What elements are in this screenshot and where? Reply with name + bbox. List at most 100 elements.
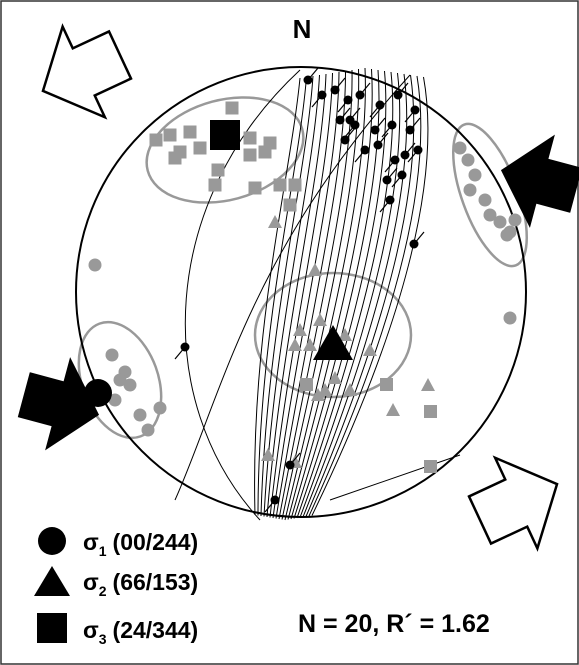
extension-arrow-nw [41,23,133,120]
slip-arrow [369,104,381,118]
slip-arrow [311,94,323,108]
gray-square [168,151,182,165]
great-circle [184,69,301,521]
gray-square [380,378,393,391]
gray-triangle [318,383,332,396]
slip-arrow [374,117,386,131]
compression-arrow-e [500,134,579,228]
gray-pole [483,208,497,222]
slip-arrow [339,107,351,121]
slip-arrow [384,159,396,173]
great-circle [287,68,373,520]
gray-square [263,136,277,150]
gray-square [149,133,163,147]
legend-subscript: 3 [99,631,107,647]
slip-arrow [264,499,276,513]
slip-arrow [381,124,393,138]
gray-pole [461,153,475,167]
primitive-circle [75,66,527,518]
great-circle [293,70,387,519]
great-circle [311,76,429,516]
great-circles [174,67,461,521]
gray-square [243,131,257,145]
slip-arrow [379,199,391,213]
stress-arrows [17,23,579,552]
gray-pole [113,373,127,387]
gray-square [248,181,262,195]
gray-square [300,378,313,391]
gray-triangle [293,323,307,336]
great-circle [174,74,411,501]
great-circle [305,74,415,517]
legend-subscript: 1 [99,543,107,559]
gray-triangle [313,313,327,326]
great-circle [266,73,327,518]
legend-orientation: (00/244) [113,529,199,555]
legend-orientation: (66/153) [113,569,199,595]
gray-square [163,128,177,142]
great-circle [263,74,320,517]
poles [88,67,522,513]
gray-pole [133,408,147,422]
compression-arrow-w [17,357,100,451]
great-circle [284,67,366,521]
gray-square [183,125,197,139]
gray-square [283,198,297,212]
gray-square [288,178,302,192]
gray-pole [105,348,119,362]
sigma2-symbol [313,325,353,360]
slip-arrow [344,127,356,141]
gray-triangle [338,328,352,341]
legend-label: σ3 (24/344) [83,617,198,647]
sigma3-symbol [210,120,240,150]
legend-symbol: σ [83,529,99,555]
gray-triangle [363,343,377,356]
great-circle [257,76,307,516]
gray-triangle [303,338,317,351]
sigma1-symbol [84,379,112,407]
slip-arrow [349,107,361,121]
great-circle [329,454,461,501]
slip-arrow [344,124,356,138]
gray-square [243,148,257,162]
gray-triangle [288,338,302,351]
great-circle [260,75,314,517]
gray-triangle [421,378,435,391]
legend-label: σ2 (66/153) [83,569,198,599]
slip-arrow [377,132,389,146]
sigma2-ellipse [253,271,413,399]
legend-label: σ1 (00/244) [83,529,198,559]
legend-subscript: 2 [99,583,107,599]
extension-arrow-se [467,455,559,552]
slip-arrow [391,174,403,188]
slip-arrow [354,149,366,163]
slip-arrow [386,167,398,181]
great-circle [254,77,301,516]
legend-orientation: (24/344) [113,617,199,643]
gray-pole [123,378,137,392]
slip-arrow [409,117,421,131]
slip-arrow [334,77,346,91]
slip-arrow [337,99,349,113]
gray-pole [508,213,522,227]
slip-arrow [397,82,409,96]
great-circle [281,68,360,520]
gray-pole [468,168,482,182]
gray-square [225,101,239,115]
legend-symbol: σ [83,569,99,595]
gray-triangle [261,448,275,461]
gray-triangle [268,215,282,228]
gray-pole [503,311,517,325]
great-circle [290,69,380,520]
gray-pole [478,193,492,207]
gray-square [273,178,287,192]
gray-triangle [386,403,400,416]
summary-text: N = 20, R´ = 1.62 [298,610,490,638]
slip-arrow [413,231,425,245]
slip-arrow [404,109,416,123]
slip-arrow [307,67,319,81]
gray-pole [141,423,155,437]
gray-triangle [343,383,357,396]
gray-pole [463,183,477,197]
